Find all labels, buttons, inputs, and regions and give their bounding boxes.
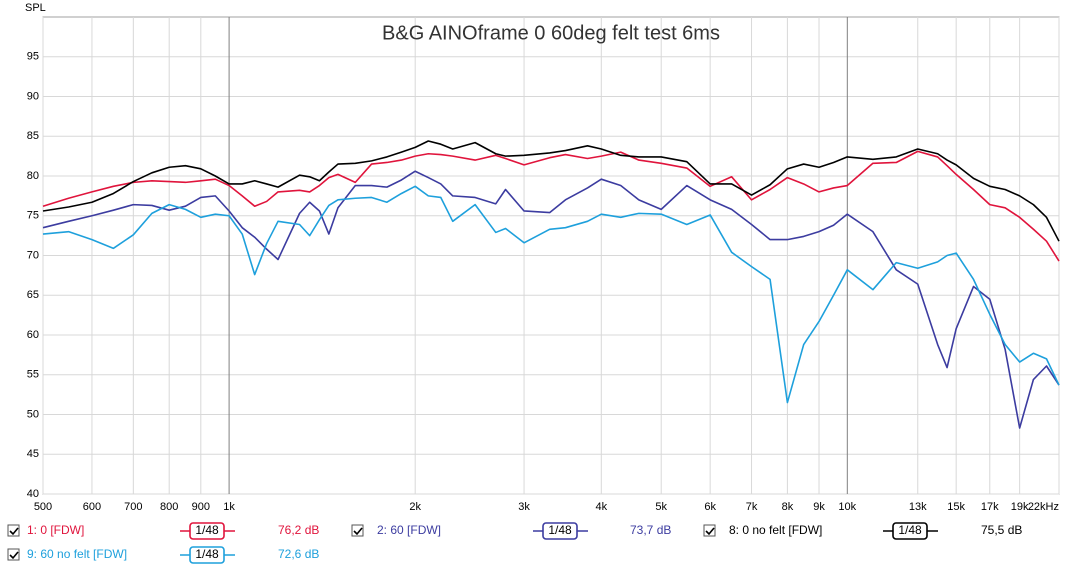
series-line bbox=[42, 140, 1060, 242]
legend-check bbox=[9, 551, 19, 560]
smoothing-box[interactable] bbox=[892, 522, 928, 540]
legend-item[interactable]: 8: 0 no felt [FDW] 1/48 75,5 dB bbox=[703, 522, 1022, 540]
legend-label: 1: 0 [FDW] bbox=[27, 523, 84, 537]
y-tick-label: 40 bbox=[27, 488, 39, 500]
x-tick-label: 6k bbox=[704, 501, 716, 513]
x-tick-label: 500 bbox=[34, 501, 52, 513]
legend-checkbox[interactable] bbox=[7, 524, 20, 537]
smoothing-box[interactable] bbox=[542, 522, 578, 540]
y-tick-label: 50 bbox=[27, 408, 39, 420]
x-tick-label: 1k bbox=[223, 501, 235, 513]
x-tick-label: 4k bbox=[595, 501, 607, 513]
x-tick-label: 17k bbox=[981, 501, 999, 513]
y-tick-label: 95 bbox=[27, 51, 39, 63]
legend-check bbox=[705, 527, 715, 536]
legend-checkbox[interactable] bbox=[7, 548, 20, 561]
x-tick-label: 15k bbox=[947, 501, 965, 513]
smoothing-label: 1/48 bbox=[195, 523, 219, 537]
legend-item[interactable]: 2: 60 [FDW] 1/48 73,7 dB bbox=[351, 522, 671, 540]
legend-checkbox[interactable] bbox=[351, 524, 364, 537]
x-tick-label: 800 bbox=[160, 501, 178, 513]
smoothing-label: 1/48 bbox=[898, 523, 922, 537]
legend-label: 9: 60 no felt [FDW] bbox=[27, 547, 127, 561]
lines bbox=[42, 140, 1060, 429]
y-tick-label: 60 bbox=[27, 329, 39, 341]
legend-level: 72,6 dB bbox=[278, 547, 319, 561]
y-tick-label: 70 bbox=[27, 249, 39, 261]
smoothing-box[interactable] bbox=[189, 522, 225, 540]
x-tick-label: 3k bbox=[518, 501, 530, 513]
legend-item[interactable]: 1: 0 [FDW] 1/48 76,2 dB bbox=[7, 522, 319, 540]
legend-check bbox=[9, 527, 19, 536]
x-tick-label: 13k bbox=[909, 501, 927, 513]
legend-item[interactable]: 9: 60 no felt [FDW] 1/48 72,6 dB bbox=[7, 546, 319, 564]
y-tick-label: 55 bbox=[27, 369, 39, 381]
series-line bbox=[42, 150, 1060, 262]
smoothing-label: 1/48 bbox=[195, 547, 219, 561]
legend-level: 75,5 dB bbox=[981, 523, 1022, 537]
x-tick-label: 900 bbox=[192, 501, 210, 513]
smoothing-label: 1/48 bbox=[548, 523, 572, 537]
x-tick-label: 10k bbox=[838, 501, 856, 513]
legend-check bbox=[353, 527, 363, 536]
legend: 1: 0 [FDW] 1/48 76,2 dB 2: 60 [FDW] 1/48 73,7… bbox=[7, 522, 1022, 564]
y-tick-label: 90 bbox=[27, 90, 39, 102]
x-tick-label: 600 bbox=[83, 501, 101, 513]
x-tick-label: 8k bbox=[782, 501, 794, 513]
y-tick-label: 65 bbox=[27, 289, 39, 301]
y-tick-label: 75 bbox=[27, 210, 39, 222]
series-line bbox=[42, 185, 1060, 404]
legend-level: 73,7 dB bbox=[630, 523, 671, 537]
x-tick-label: 700 bbox=[124, 501, 142, 513]
x-tick-label: 5k bbox=[655, 501, 667, 513]
y-tick-label: 85 bbox=[27, 130, 39, 142]
chart-title: B&G AINOframe 0 60deg felt test 6ms bbox=[382, 22, 720, 44]
smoothing-box[interactable] bbox=[189, 546, 225, 564]
x-tick-label: 2k bbox=[409, 501, 421, 513]
x-tick-label: 7k bbox=[746, 501, 758, 513]
series-line bbox=[42, 170, 1060, 429]
x-tick-label: 22kHz bbox=[1028, 501, 1059, 513]
legend-level: 76,2 dB bbox=[278, 523, 319, 537]
y-tick-label: 80 bbox=[27, 170, 39, 182]
x-tick-label: 19k bbox=[1011, 501, 1029, 513]
legend-label: 8: 0 no felt [FDW] bbox=[729, 523, 822, 537]
x-tick-label: 9k bbox=[813, 501, 825, 513]
y-tick-label: 45 bbox=[27, 448, 39, 460]
grid: 40 45 50 55 60 65 70 75 80 85 90 95 500 600 700 800 900 1… bbox=[27, 17, 1060, 513]
legend-label: 2: 60 [FDW] bbox=[377, 523, 441, 537]
legend-checkbox[interactable] bbox=[703, 524, 716, 537]
y-axis-label: SPL bbox=[25, 2, 46, 14]
